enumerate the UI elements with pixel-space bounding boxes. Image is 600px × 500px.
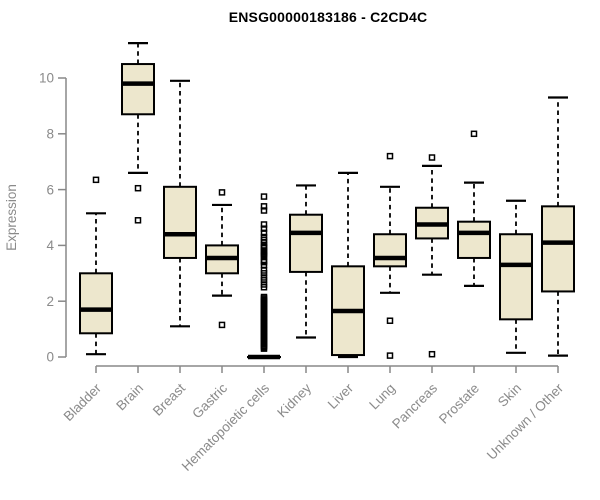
- outlier-point: [218, 189, 226, 196]
- outlier-point: [92, 176, 100, 184]
- x-category-label: Breast: [150, 380, 188, 418]
- box-skin: [499, 233, 533, 321]
- box-brain: [121, 63, 155, 116]
- x-category-label: Pancreas: [389, 380, 440, 431]
- outlier-point: [134, 184, 142, 192]
- outlier-point: [260, 270, 268, 277]
- box-breast: [163, 185, 197, 259]
- outlier-point: [260, 193, 268, 200]
- outlier-point: [260, 203, 268, 210]
- x-category-label: Unknown / Other: [484, 380, 567, 463]
- outlier-point: [260, 229, 268, 237]
- box-kidney: [289, 213, 323, 273]
- x-category-label: Prostate: [436, 381, 482, 427]
- y-tick-label: 2: [46, 294, 54, 309]
- outlier-point: [260, 284, 268, 291]
- y-tick-label: 6: [46, 182, 54, 197]
- x-category-label: Brain: [113, 381, 146, 414]
- box-unknown-other: [541, 205, 575, 293]
- box-bladder: [79, 272, 113, 335]
- y-tick-label: 10: [39, 71, 54, 86]
- outlier-point: [260, 221, 268, 228]
- outlier-point: [428, 350, 436, 358]
- outlier-point: [470, 130, 478, 138]
- outlier-point: [260, 225, 268, 232]
- box-lung: [373, 233, 407, 268]
- y-tick-label: 8: [46, 127, 54, 142]
- outlier-point: [260, 207, 268, 214]
- x-category-label: Lung: [366, 381, 398, 413]
- outlier-point: [260, 345, 268, 352]
- x-category-label: Bladder: [61, 380, 105, 424]
- outlier-point: [386, 352, 394, 359]
- outlier-point: [134, 217, 142, 224]
- x-category-label: Liver: [325, 380, 357, 412]
- outlier-point: [260, 277, 268, 284]
- outlier-point: [386, 317, 394, 324]
- outlier-point: [428, 154, 436, 161]
- y-tick-label: 4: [46, 238, 54, 253]
- x-category-label: Skin: [495, 381, 524, 410]
- chart-title: ENSG00000183186 - C2CD4C: [228, 9, 428, 25]
- outlier-point: [386, 152, 394, 160]
- y-tick-label: 0: [46, 350, 54, 365]
- box-prostate: [457, 220, 491, 259]
- x-category-label: Kidney: [274, 380, 314, 420]
- y-axis-title: Expression: [4, 184, 19, 251]
- outlier-point: [218, 321, 226, 329]
- x-category-label: Gastric: [189, 380, 230, 421]
